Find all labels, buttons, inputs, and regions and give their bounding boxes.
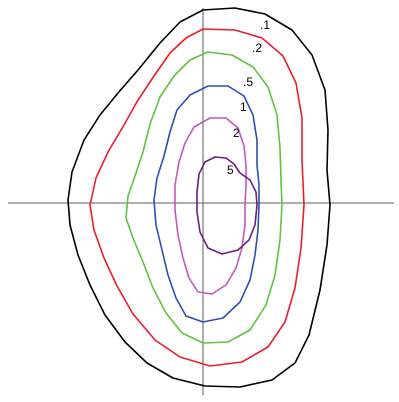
- contour-label-0-2: .2: [252, 41, 262, 55]
- contour-line-1: [153, 85, 260, 323]
- contour-line-5: [196, 156, 258, 255]
- contour-label-0-1: .1: [260, 18, 270, 32]
- contour-line-0-1: [67, 7, 331, 388]
- contour-line-2: [174, 117, 247, 295]
- contour-label-1: 1: [240, 100, 247, 114]
- contour-line-0-5: [125, 51, 283, 344]
- contour-line-0-2: [89, 28, 305, 367]
- contour-label-0-5: .5: [243, 75, 253, 89]
- contour-label-5: 5: [227, 163, 234, 177]
- contour-label-2: 2: [233, 126, 240, 140]
